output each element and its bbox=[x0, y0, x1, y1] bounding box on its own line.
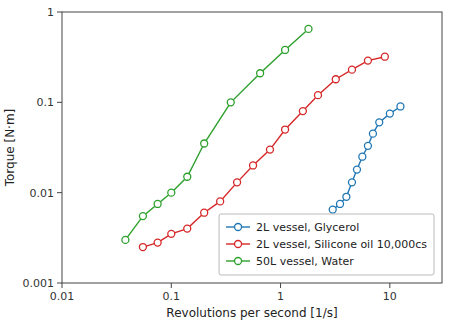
point bbox=[168, 230, 175, 237]
point bbox=[343, 193, 350, 200]
point bbox=[329, 206, 336, 213]
point bbox=[184, 225, 191, 232]
y-tick-label: 0.1 bbox=[37, 96, 55, 109]
y-tick bbox=[57, 192, 62, 193]
y-axis-label: Torque [N·m] bbox=[3, 109, 17, 188]
point bbox=[250, 162, 257, 169]
x-tick-label: 0.1 bbox=[163, 290, 181, 303]
point bbox=[397, 103, 404, 110]
point bbox=[217, 198, 224, 205]
point bbox=[332, 76, 339, 83]
y-tick bbox=[57, 283, 62, 284]
y-tick-label: 1 bbox=[47, 6, 54, 19]
legend-marker bbox=[235, 224, 242, 231]
legend-box bbox=[219, 214, 434, 275]
legend-label: 2L vessel, Silicone oil 10,000cs bbox=[256, 238, 427, 251]
point bbox=[305, 25, 312, 32]
series-line bbox=[125, 29, 308, 240]
legend-marker bbox=[235, 241, 242, 248]
point bbox=[184, 173, 191, 180]
chart: 0.010.11100.0010.010.11Revolutions per s… bbox=[0, 0, 454, 325]
point bbox=[337, 200, 344, 207]
point bbox=[234, 179, 241, 186]
legend-label: 2L vessel, Glycerol bbox=[256, 221, 359, 234]
point bbox=[348, 179, 355, 186]
point bbox=[364, 142, 371, 149]
legend-label: 50L vessel, Water bbox=[256, 255, 354, 268]
x-axis-label: Revolutions per second [1/s] bbox=[166, 306, 337, 320]
point bbox=[353, 166, 360, 173]
y-tick bbox=[57, 102, 62, 103]
point bbox=[154, 239, 161, 246]
x-tick-label: 10 bbox=[383, 290, 397, 303]
point bbox=[369, 130, 376, 137]
point bbox=[266, 146, 273, 153]
point bbox=[154, 200, 161, 207]
point bbox=[201, 140, 208, 147]
point bbox=[386, 110, 393, 117]
x-tick-label: 0.01 bbox=[50, 290, 75, 303]
x-tick bbox=[171, 283, 172, 288]
point bbox=[227, 99, 234, 106]
y-tick bbox=[57, 12, 62, 13]
point bbox=[257, 70, 264, 77]
legend: 2L vessel, Glycerol 2L vessel, Silicone o… bbox=[219, 214, 434, 275]
point bbox=[299, 108, 306, 115]
series-line bbox=[333, 106, 401, 209]
point bbox=[122, 236, 129, 243]
plot-frame bbox=[62, 12, 442, 283]
x-tick-label: 1 bbox=[277, 290, 284, 303]
x-tick bbox=[389, 283, 390, 288]
point bbox=[139, 213, 146, 220]
point bbox=[376, 119, 383, 126]
point bbox=[359, 153, 366, 160]
y-tick-label: 0.001 bbox=[23, 277, 55, 290]
point bbox=[201, 209, 208, 216]
point bbox=[168, 189, 175, 196]
y-tick-label: 0.01 bbox=[30, 187, 55, 200]
point bbox=[381, 53, 388, 60]
legend-marker bbox=[235, 258, 242, 265]
point bbox=[364, 57, 371, 64]
point bbox=[314, 92, 321, 99]
point bbox=[139, 244, 146, 251]
x-tick bbox=[280, 283, 281, 288]
x-tick bbox=[62, 283, 63, 288]
point bbox=[348, 66, 355, 73]
point bbox=[282, 126, 289, 133]
point bbox=[282, 46, 289, 53]
